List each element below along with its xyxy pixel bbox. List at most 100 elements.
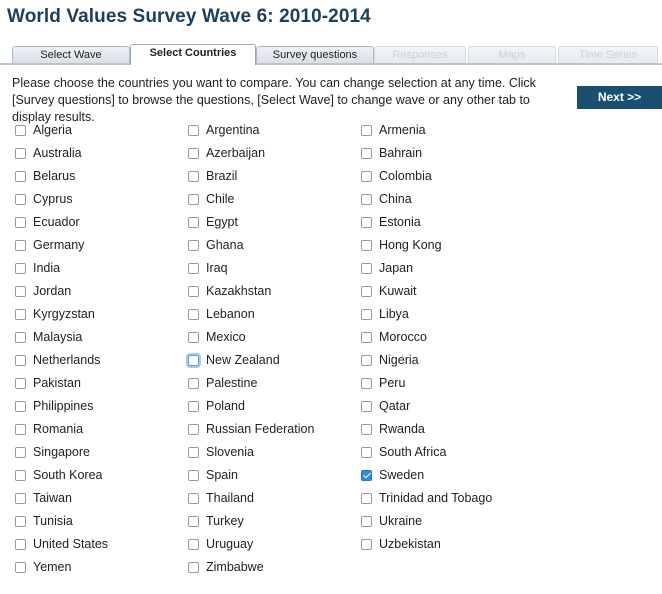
country-option[interactable]: India xyxy=(15,260,60,276)
country-checkbox[interactable] xyxy=(188,561,199,573)
country-option[interactable]: Palestine xyxy=(188,375,257,391)
country-checkbox[interactable] xyxy=(15,423,26,435)
country-option[interactable]: Uzbekistan xyxy=(361,536,441,552)
country-checkbox[interactable] xyxy=(15,170,26,182)
country-checkbox[interactable] xyxy=(188,515,199,527)
country-option[interactable]: Pakistan xyxy=(15,375,81,391)
country-option[interactable]: South Korea xyxy=(15,467,103,483)
country-checkbox[interactable] xyxy=(361,170,372,182)
country-option[interactable]: Belarus xyxy=(15,168,75,184)
country-checkbox[interactable] xyxy=(188,446,199,458)
country-option[interactable]: Lebanon xyxy=(188,306,255,322)
country-checkbox[interactable] xyxy=(188,354,199,366)
country-option[interactable]: Kyrgyzstan xyxy=(15,306,95,322)
country-checkbox[interactable] xyxy=(188,193,199,205)
country-option[interactable]: United States xyxy=(15,536,108,552)
country-checkbox[interactable] xyxy=(188,147,199,159)
country-checkbox[interactable] xyxy=(361,446,372,458)
country-checkbox[interactable] xyxy=(361,377,372,389)
country-option[interactable]: Sweden xyxy=(361,467,424,483)
country-checkbox[interactable] xyxy=(15,308,26,320)
country-checkbox[interactable] xyxy=(188,492,199,504)
country-option[interactable]: Ecuador xyxy=(15,214,80,230)
country-checkbox[interactable] xyxy=(361,469,372,481)
tab-select-countries[interactable]: Select Countries xyxy=(130,44,256,65)
country-option[interactable]: Turkey xyxy=(188,513,244,529)
country-checkbox[interactable] xyxy=(361,515,372,527)
country-option[interactable]: Azerbaijan xyxy=(188,145,265,161)
country-checkbox[interactable] xyxy=(188,239,199,251)
country-option[interactable]: Singapore xyxy=(15,444,90,460)
country-option[interactable]: Algeria xyxy=(15,122,72,138)
country-option[interactable]: Estonia xyxy=(361,214,421,230)
country-checkbox[interactable] xyxy=(15,469,26,481)
country-option[interactable]: Peru xyxy=(361,375,405,391)
country-option[interactable]: Argentina xyxy=(188,122,260,138)
country-checkbox[interactable] xyxy=(361,285,372,297)
country-option[interactable]: Japan xyxy=(361,260,413,276)
country-checkbox[interactable] xyxy=(15,561,26,573)
country-option[interactable]: Bahrain xyxy=(361,145,422,161)
country-option[interactable]: Thailand xyxy=(188,490,254,506)
country-option[interactable]: Taiwan xyxy=(15,490,72,506)
country-checkbox[interactable] xyxy=(15,193,26,205)
country-checkbox[interactable] xyxy=(361,492,372,504)
country-option[interactable]: Libya xyxy=(361,306,409,322)
country-checkbox[interactable] xyxy=(361,354,372,366)
country-option[interactable]: Ukraine xyxy=(361,513,422,529)
country-option[interactable]: Colombia xyxy=(361,168,432,184)
country-option[interactable]: South Africa xyxy=(361,444,446,460)
country-option[interactable]: Romania xyxy=(15,421,83,437)
country-option[interactable]: Philippines xyxy=(15,398,93,414)
country-checkbox[interactable] xyxy=(15,331,26,343)
country-checkbox[interactable] xyxy=(361,147,372,159)
country-option[interactable]: Russian Federation xyxy=(188,421,314,437)
country-checkbox[interactable] xyxy=(361,308,372,320)
country-option[interactable]: Malaysia xyxy=(15,329,82,345)
country-checkbox[interactable] xyxy=(15,400,26,412)
country-checkbox[interactable] xyxy=(15,446,26,458)
country-checkbox[interactable] xyxy=(361,239,372,251)
country-checkbox[interactable] xyxy=(361,216,372,228)
country-option[interactable]: China xyxy=(361,191,412,207)
country-checkbox[interactable] xyxy=(188,423,199,435)
country-checkbox[interactable] xyxy=(15,377,26,389)
country-option[interactable]: Armenia xyxy=(361,122,426,138)
country-checkbox[interactable] xyxy=(15,285,26,297)
country-checkbox[interactable] xyxy=(188,400,199,412)
country-option[interactable]: Nigeria xyxy=(361,352,419,368)
country-option[interactable]: Iraq xyxy=(188,260,228,276)
country-checkbox[interactable] xyxy=(188,308,199,320)
country-checkbox[interactable] xyxy=(15,515,26,527)
country-checkbox[interactable] xyxy=(188,285,199,297)
country-option[interactable]: Uruguay xyxy=(188,536,253,552)
tab-select-wave[interactable]: Select Wave xyxy=(12,46,130,64)
country-checkbox[interactable] xyxy=(361,193,372,205)
country-option[interactable]: Germany xyxy=(15,237,84,253)
country-checkbox[interactable] xyxy=(188,216,199,228)
country-option[interactable]: Hong Kong xyxy=(361,237,442,253)
country-option[interactable]: Jordan xyxy=(15,283,71,299)
country-checkbox[interactable] xyxy=(361,331,372,343)
country-checkbox[interactable] xyxy=(15,538,26,550)
country-option[interactable]: Qatar xyxy=(361,398,410,414)
country-option[interactable]: Netherlands xyxy=(15,352,100,368)
country-checkbox[interactable] xyxy=(361,124,372,136)
country-checkbox[interactable] xyxy=(15,124,26,136)
country-option[interactable]: Morocco xyxy=(361,329,427,345)
next-button[interactable]: Next >> xyxy=(577,86,662,109)
country-checkbox[interactable] xyxy=(188,124,199,136)
country-checkbox[interactable] xyxy=(15,492,26,504)
country-option[interactable]: Mexico xyxy=(188,329,246,345)
country-option[interactable]: Spain xyxy=(188,467,238,483)
country-option[interactable]: Poland xyxy=(188,398,245,414)
tab-survey-questions[interactable]: Survey questions xyxy=(256,46,374,64)
country-checkbox[interactable] xyxy=(361,423,372,435)
country-checkbox[interactable] xyxy=(188,331,199,343)
country-checkbox[interactable] xyxy=(15,262,26,274)
country-checkbox[interactable] xyxy=(15,239,26,251)
country-option[interactable]: Zimbabwe xyxy=(188,559,264,575)
country-option[interactable]: Kuwait xyxy=(361,283,417,299)
country-option[interactable]: Rwanda xyxy=(361,421,425,437)
country-checkbox[interactable] xyxy=(188,262,199,274)
